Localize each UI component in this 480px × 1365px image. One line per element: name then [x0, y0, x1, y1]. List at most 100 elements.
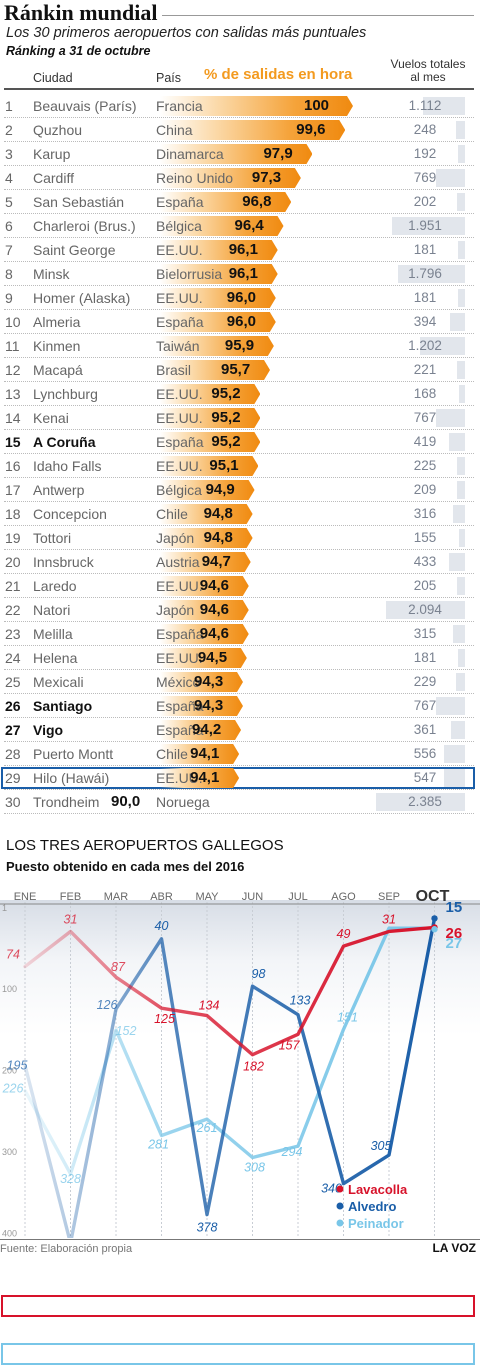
table-row: 1 Beauvais (París) Francia 100 1.112 — [0, 94, 480, 118]
pct-value: 94,1 — [190, 769, 220, 786]
table-row: 22 Natori Japón 94,6 2.094 — [0, 598, 480, 622]
flights-value: 2.094 — [408, 602, 442, 617]
end-marker — [431, 915, 438, 922]
row-separator — [4, 501, 474, 502]
pct-value: 96,0 — [226, 313, 256, 330]
flights-bar — [444, 745, 465, 763]
flights-bar — [448, 553, 465, 571]
pct-bar — [160, 168, 301, 188]
row-separator — [4, 189, 474, 190]
y-tick-label: 400 — [2, 1229, 17, 1238]
pct-value: 96,1 — [228, 241, 258, 258]
pct-bar — [160, 432, 260, 452]
flights-value: 767 — [413, 410, 437, 425]
flights-bar — [449, 433, 465, 451]
flights-bar — [455, 121, 465, 139]
y-tick-label: 1 — [2, 903, 7, 913]
legend-label: Peinador — [348, 1216, 404, 1231]
flights-value: 769 — [413, 170, 437, 185]
flights-bar — [456, 457, 465, 475]
flights-bar — [386, 601, 465, 619]
row-separator — [4, 717, 474, 718]
city-name: Kinmen — [33, 338, 81, 354]
rank-number: 1 — [5, 98, 13, 114]
rank-number: 27 — [5, 722, 21, 738]
city-name: Helena — [33, 650, 78, 666]
table-row: 25 Mexicali México 94,3 229 — [0, 670, 480, 694]
pct-value: 94,2 — [192, 721, 222, 738]
row-separator — [4, 573, 474, 574]
city-name: Vigo — [33, 722, 64, 738]
flights-value: 361 — [413, 722, 437, 737]
column-header-flights-line2: al mes — [410, 70, 446, 84]
country-name: EE.UU. — [156, 242, 203, 258]
month-label: JUN — [242, 891, 263, 903]
table-row: 7 Saint George EE.UU. 96,1 181 — [0, 238, 480, 262]
final-rank-label: 15 — [446, 899, 463, 916]
pct-bar — [160, 696, 243, 716]
ranking-date: Ránking a 31 de octubre — [6, 44, 151, 58]
data-label: 378 — [197, 1221, 218, 1235]
legend-marker — [336, 1219, 344, 1227]
city-name: Laredo — [33, 578, 77, 594]
pct-value: 94,9 — [205, 481, 235, 498]
country-name: España — [156, 314, 204, 330]
city-name: Cardiff — [33, 170, 74, 186]
city-name: San Sebastián — [33, 194, 125, 210]
row-separator — [4, 597, 474, 598]
data-label: 151 — [337, 1010, 358, 1024]
data-label: 261 — [196, 1121, 218, 1135]
chart-title: Ránkin mundial — [4, 0, 158, 25]
table-row: 28 Puerto Montt Chile 94,1 556 — [0, 742, 480, 766]
pct-value: 96,4 — [234, 217, 264, 234]
pct-value: 95,2 — [211, 433, 241, 450]
data-label: 49 — [337, 927, 351, 941]
row-separator — [4, 693, 474, 694]
city-name: Charleroi (Brus.) — [33, 218, 136, 234]
rank-number: 7 — [5, 242, 13, 258]
column-header-city: Ciudad — [33, 71, 73, 85]
row-separator — [4, 405, 474, 406]
row-separator — [4, 525, 474, 526]
flights-value: 202 — [413, 194, 437, 209]
pct-value: 94,3 — [193, 697, 224, 714]
rank-number: 19 — [5, 530, 21, 546]
row-separator — [4, 549, 474, 550]
flights-value: 209 — [413, 482, 437, 497]
country-name: Taiwán — [156, 338, 200, 354]
rank-number: 18 — [5, 506, 21, 522]
month-label: OCT — [416, 888, 450, 905]
country-name: EE.UU. — [156, 458, 203, 474]
pct-bar — [160, 504, 253, 524]
flights-bar — [457, 481, 465, 499]
city-name: Melilla — [33, 626, 73, 642]
row-separator — [4, 261, 474, 262]
flights-bar — [458, 289, 465, 307]
row-separator — [4, 117, 474, 118]
flights-bar — [458, 649, 465, 667]
rank-number: 30 — [5, 794, 21, 810]
country-name: EE.UU. — [156, 410, 203, 426]
flights-bar — [458, 385, 465, 403]
title-divider — [162, 15, 474, 16]
flights-bar — [456, 361, 465, 379]
country-name: Dinamarca — [156, 146, 224, 162]
row-separator — [4, 453, 474, 454]
flights-value: 192 — [413, 146, 437, 161]
row-separator — [4, 357, 474, 358]
country-name: Noruega — [156, 794, 210, 810]
y-tick-label: 300 — [2, 1147, 17, 1157]
rank-number: 13 — [5, 386, 21, 402]
pct-bar — [160, 192, 291, 212]
country-name: España — [156, 626, 204, 642]
row-separator — [4, 213, 474, 214]
series-line-alvedro — [23, 916, 437, 1238]
pct-bar — [160, 672, 243, 692]
header-divider — [4, 88, 474, 90]
pct-value: 95,7 — [221, 361, 251, 378]
data-label: 328 — [60, 1172, 81, 1186]
data-label: 87 — [111, 960, 126, 974]
table-row: 16 Idaho Falls EE.UU. 95,1 225 — [0, 454, 480, 478]
rank-number: 28 — [5, 746, 21, 762]
pct-bar — [160, 768, 239, 788]
